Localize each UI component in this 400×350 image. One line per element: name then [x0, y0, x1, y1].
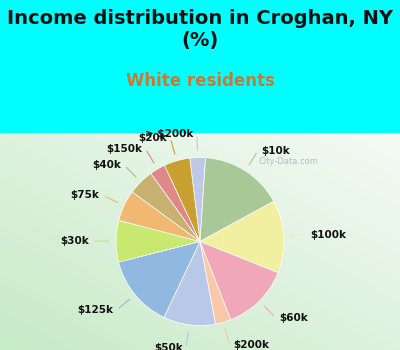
Wedge shape [164, 241, 216, 326]
Wedge shape [164, 158, 200, 242]
Text: $10k: $10k [261, 146, 290, 156]
Text: Income distribution in Croghan, NY
(%): Income distribution in Croghan, NY (%) [7, 9, 393, 50]
Text: $30k: $30k [60, 236, 89, 246]
Text: > $200k: > $200k [145, 129, 194, 139]
Wedge shape [119, 192, 200, 241]
Wedge shape [116, 220, 200, 262]
Wedge shape [200, 158, 274, 241]
Text: White residents: White residents [126, 72, 274, 90]
Wedge shape [132, 173, 200, 242]
Text: City-Data.com: City-Data.com [258, 157, 318, 166]
Wedge shape [200, 241, 278, 320]
Wedge shape [118, 241, 200, 317]
Text: $100k: $100k [311, 230, 347, 240]
Text: $20k: $20k [138, 133, 167, 143]
Text: $125k: $125k [78, 305, 114, 315]
Text: $60k: $60k [279, 313, 308, 323]
Wedge shape [151, 165, 200, 241]
Text: $40k: $40k [92, 160, 121, 170]
Text: $75k: $75k [71, 190, 100, 201]
Wedge shape [200, 241, 231, 324]
Text: $150k: $150k [106, 144, 142, 154]
Text: $200k: $200k [233, 340, 269, 350]
Wedge shape [190, 158, 206, 241]
Wedge shape [200, 201, 284, 273]
Text: $50k: $50k [154, 343, 183, 350]
